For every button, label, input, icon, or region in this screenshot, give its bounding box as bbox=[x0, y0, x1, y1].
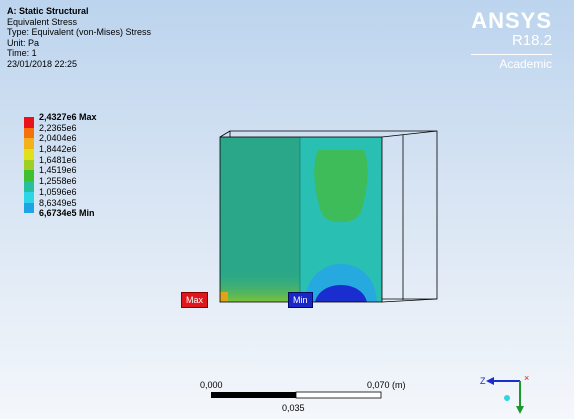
scale-start-label: 0,000 bbox=[200, 380, 223, 390]
legend-label: 2,0404e6 bbox=[39, 133, 77, 144]
contour-bottom-band bbox=[220, 270, 300, 302]
triad-z-label: Z bbox=[480, 376, 486, 386]
legend-swatch bbox=[24, 149, 34, 160]
legend-swatch bbox=[24, 117, 34, 128]
legend-swatch bbox=[24, 170, 34, 182]
triad-y-arrowhead bbox=[516, 406, 524, 414]
triad-x-label: × bbox=[524, 373, 529, 383]
wireframe-edge bbox=[381, 130, 438, 138]
logo-version: R18.2 bbox=[511, 32, 552, 49]
triad-origin-dot bbox=[504, 395, 510, 401]
legend-label: 1,4519e6 bbox=[39, 165, 77, 176]
legend-label: 8,6349e5 bbox=[39, 197, 77, 208]
analysis-title: A: Static Structural bbox=[7, 6, 89, 16]
legend-swatch bbox=[24, 202, 34, 214]
legend-label: 2,4327e6 Max bbox=[39, 112, 97, 122]
legend-label: 1,0596e6 bbox=[39, 186, 77, 197]
result-unit: Unit: Pa bbox=[7, 37, 40, 48]
contour-max-region bbox=[220, 292, 228, 302]
legend-swatch bbox=[24, 181, 34, 192]
result-info: A: Static Structural Equivalent Stress T… bbox=[7, 6, 151, 69]
legend-swatch bbox=[24, 159, 34, 171]
legend-label: 1,8442e6 bbox=[39, 144, 77, 155]
logo-brand: ANSYS bbox=[471, 8, 552, 33]
result-type: Type: Equivalent (von-Mises) Stress bbox=[7, 27, 152, 37]
scale-mid-label: 0,035 bbox=[282, 403, 305, 413]
min-probe-label[interactable]: Min bbox=[288, 292, 313, 308]
legend-label: 1,2558e6 bbox=[39, 176, 77, 187]
result-time: Time: 1 bbox=[7, 48, 37, 58]
result-name: Equivalent Stress bbox=[7, 16, 78, 27]
legend-swatch bbox=[24, 138, 34, 150]
legend-label: 6,6734e5 Min bbox=[39, 208, 95, 219]
legend-label: 1,6481e6 bbox=[39, 154, 77, 165]
legend-label: 2,2365e6 bbox=[39, 122, 77, 133]
max-probe-label[interactable]: Max bbox=[181, 292, 209, 308]
result-date: 23/01/2018 22:25 bbox=[7, 58, 78, 69]
logo-edition: Academic bbox=[471, 54, 552, 70]
scale-bar-white bbox=[295, 391, 382, 399]
contour-hotspot-top bbox=[314, 150, 368, 222]
legend-swatch bbox=[24, 191, 34, 203]
ansys-logo: ANSYS R18.2 Academic bbox=[471, 10, 552, 70]
scale-end-label: 0,070 (m) bbox=[367, 380, 406, 390]
triad-z-arrowhead bbox=[486, 377, 494, 385]
contour-min-region bbox=[315, 285, 367, 302]
legend-swatch bbox=[24, 127, 34, 139]
scale-bar-black bbox=[211, 392, 296, 398]
wireframe-edge bbox=[381, 298, 438, 303]
wireframe-edge bbox=[219, 130, 231, 138]
axis-triad[interactable]: Z × bbox=[478, 368, 538, 418]
